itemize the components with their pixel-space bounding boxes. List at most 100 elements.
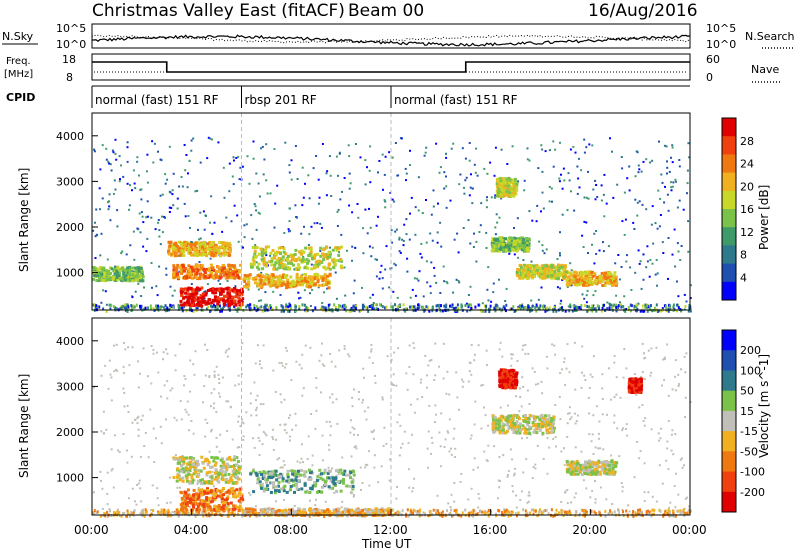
echo-cell [223, 250, 227, 254]
scatter-cell [171, 387, 174, 390]
echo-cell [237, 276, 241, 280]
scatter-cell [670, 156, 672, 159]
scatter-cell [458, 408, 460, 411]
scatter-cell [439, 221, 442, 224]
scatter-cell [218, 450, 221, 453]
scatter-cell [473, 457, 476, 460]
scatter-cell [203, 385, 206, 388]
echo-cell [498, 240, 502, 244]
echo-cell [223, 303, 226, 307]
scatter-cell [289, 229, 291, 232]
scatter-cell [146, 181, 149, 184]
echo-cell [538, 266, 542, 270]
scatter-cell [424, 354, 427, 357]
ground-scatter-cell [629, 303, 632, 307]
ground-scatter-cell [260, 305, 263, 309]
echo-cell [612, 274, 616, 278]
echo-cell [306, 280, 310, 284]
scatter-cell [483, 450, 486, 453]
scatter-cell [145, 250, 148, 253]
echo-cell [521, 273, 525, 277]
scatter-cell [206, 283, 209, 286]
scatter-cell [656, 284, 658, 287]
echo-cell [248, 273, 252, 277]
scatter-cell [338, 152, 341, 155]
scatter-cell [434, 421, 436, 424]
echo-cell [194, 276, 198, 280]
echo-cell [133, 275, 137, 279]
scatter-cell [492, 291, 495, 294]
ground-scatter-cell [119, 307, 122, 311]
scatter-cell [370, 344, 373, 346]
scatter-cell [362, 376, 365, 379]
scatter-cell [310, 225, 313, 228]
scatter-cell [357, 391, 360, 393]
echo-cell [115, 274, 119, 278]
echo-cell [195, 264, 199, 268]
scatter-cell [242, 422, 245, 425]
scatter-cell [100, 374, 103, 377]
echo-cell [290, 262, 294, 265]
scatter-cell [144, 431, 147, 434]
ground-scatter-cell [227, 514, 230, 518]
scatter-cell [594, 501, 597, 504]
scatter-cell [620, 156, 623, 158]
ground-scatter-cell [179, 511, 182, 515]
scatter-cell [675, 180, 677, 183]
scatter-cell [114, 265, 116, 268]
echo-cell [194, 270, 197, 274]
scatter-cell [348, 172, 351, 175]
ground-scatter-cell [425, 305, 428, 309]
scatter-cell [591, 144, 594, 147]
scatter-cell [394, 264, 397, 267]
echo-cell [196, 268, 200, 272]
echo-cell [540, 271, 544, 275]
echo-cell [302, 250, 306, 254]
echo-cell [275, 258, 279, 262]
echo-cell [321, 279, 325, 283]
echo-cell [327, 286, 331, 290]
echo-cell [305, 258, 309, 262]
scatter-cell [548, 149, 551, 152]
ground-scatter-cell [633, 307, 636, 310]
ground-scatter-cell [216, 305, 219, 308]
scatter-cell [289, 439, 291, 442]
echo-cell [231, 299, 235, 303]
echo-cell [257, 262, 261, 266]
echo-cell [229, 302, 233, 306]
echo-cell [198, 252, 202, 256]
scatter-cell [666, 343, 669, 346]
scatter-cell [558, 395, 561, 398]
scatter-cell [285, 349, 288, 352]
ground-scatter-cell [455, 306, 457, 310]
echo-cell [122, 272, 126, 276]
scatter-cell [150, 262, 153, 264]
echo-cell [300, 249, 304, 253]
echo-cell [550, 267, 554, 271]
scatter-cell [671, 253, 674, 256]
scatter-cell [583, 297, 586, 300]
scatter-cell [582, 246, 585, 248]
scatter-cell [118, 514, 121, 517]
ground-scatter-cell [460, 303, 463, 307]
scatter-cell [363, 410, 366, 413]
scatter-cell [370, 348, 373, 351]
echo-cell [291, 258, 295, 262]
echo-cell [195, 271, 199, 275]
scatter-cell [674, 506, 677, 509]
scatter-cell [215, 411, 218, 414]
scatter-cell [349, 182, 352, 185]
echo-cell [220, 287, 223, 291]
echo-cell [529, 271, 533, 275]
echo-cell [185, 303, 189, 307]
scatter-cell [674, 472, 677, 475]
scatter-cell [522, 344, 525, 347]
echo-cell [137, 269, 141, 273]
echo-cell [215, 247, 218, 251]
scatter-cell [334, 365, 337, 368]
echo-cell [240, 293, 244, 297]
scatter-cell [188, 492, 191, 495]
scatter-cell [307, 435, 310, 438]
scatter-cell [190, 149, 193, 152]
ground-scatter-cell [687, 508, 690, 512]
